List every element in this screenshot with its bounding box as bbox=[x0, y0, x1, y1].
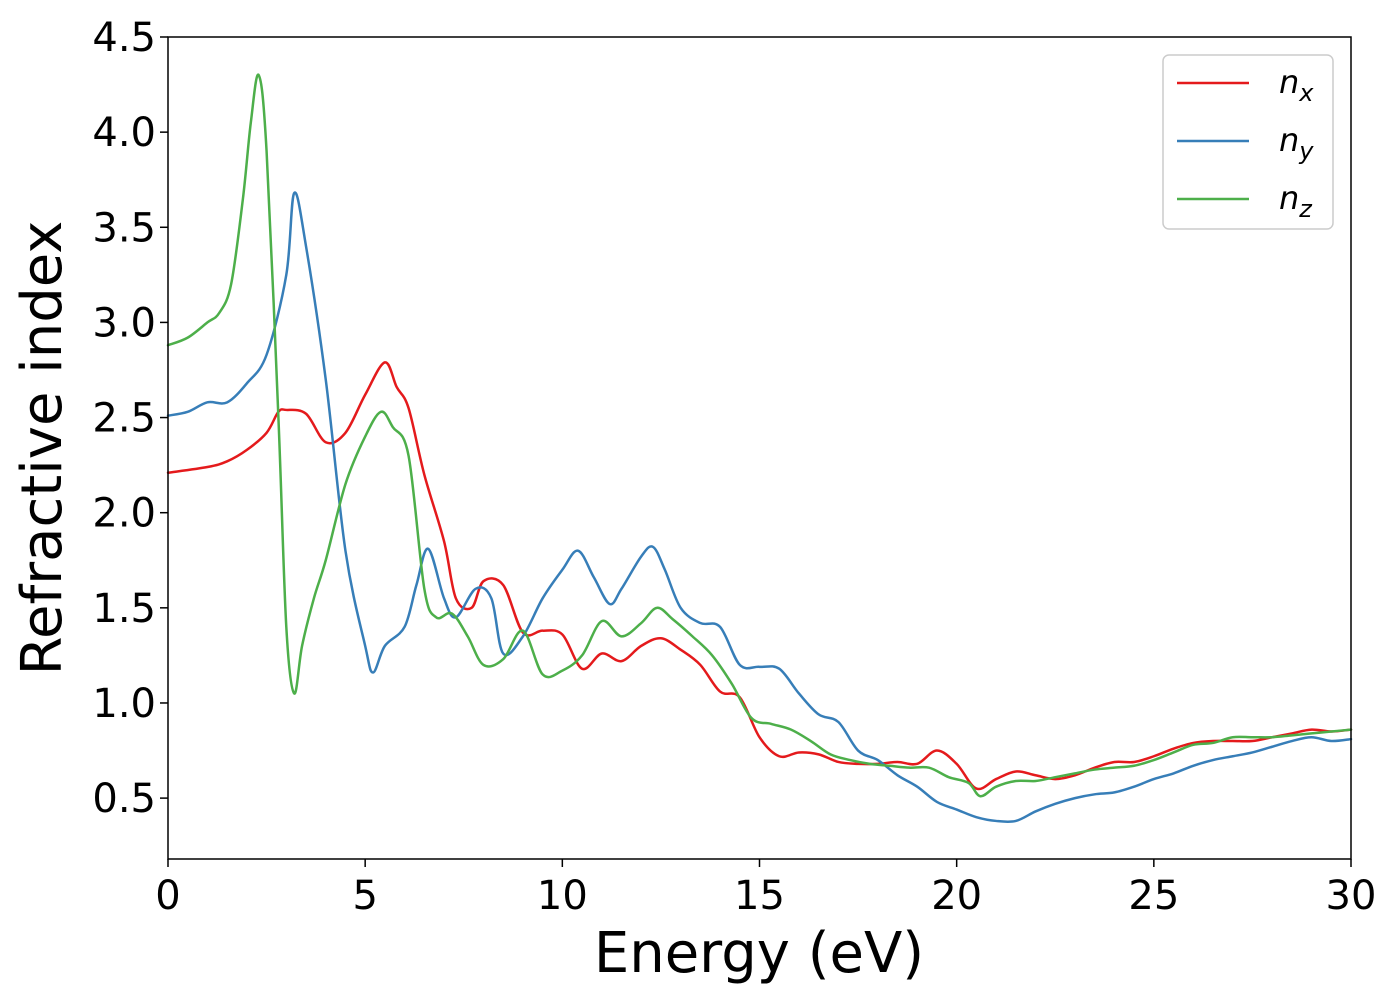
y-tick-label: 0.5 bbox=[92, 776, 156, 822]
x-tick-label: 0 bbox=[155, 873, 180, 919]
x-axis-title: Energy (eV) bbox=[594, 921, 924, 986]
y-tick-label: 3.5 bbox=[92, 205, 156, 251]
x-tick-label: 15 bbox=[734, 873, 785, 919]
series-layer bbox=[166, 73, 1353, 824]
y-axis-title: Refractive index bbox=[10, 221, 75, 676]
legend-label-ny: ny bbox=[1279, 121, 1314, 165]
y-tick-label: 4.5 bbox=[92, 15, 156, 61]
legend: nx ny nz bbox=[1162, 54, 1334, 230]
x-axis-ticks: 0 5 10 15 20 25 30 bbox=[155, 859, 1376, 919]
x-tick-label: 25 bbox=[1128, 873, 1179, 919]
y-axis-ticks: 0.5 1.0 1.5 2.0 2.5 3.0 3.5 4.0 4.5 bbox=[92, 15, 168, 822]
x-tick-label: 10 bbox=[537, 873, 588, 919]
x-tick-label: 20 bbox=[931, 873, 982, 919]
legend-items: nx ny nz bbox=[1177, 63, 1314, 223]
y-tick-label: 3.0 bbox=[92, 300, 156, 346]
y-tick-label: 2.5 bbox=[92, 396, 156, 442]
y-tick-label: 1.5 bbox=[92, 586, 156, 632]
legend-label-nx: nx bbox=[1279, 63, 1314, 107]
legend-label-nz: nz bbox=[1279, 179, 1313, 223]
y-tick-label: 2.0 bbox=[92, 491, 156, 537]
y-tick-label: 1.0 bbox=[92, 681, 156, 727]
x-tick-label: 30 bbox=[1326, 873, 1377, 919]
y-tick-label: 4.0 bbox=[92, 110, 156, 156]
x-tick-label: 5 bbox=[352, 873, 377, 919]
series-line-nx bbox=[166, 361, 1353, 791]
series-line-ny bbox=[166, 191, 1353, 824]
series-line-nz bbox=[166, 73, 1353, 798]
